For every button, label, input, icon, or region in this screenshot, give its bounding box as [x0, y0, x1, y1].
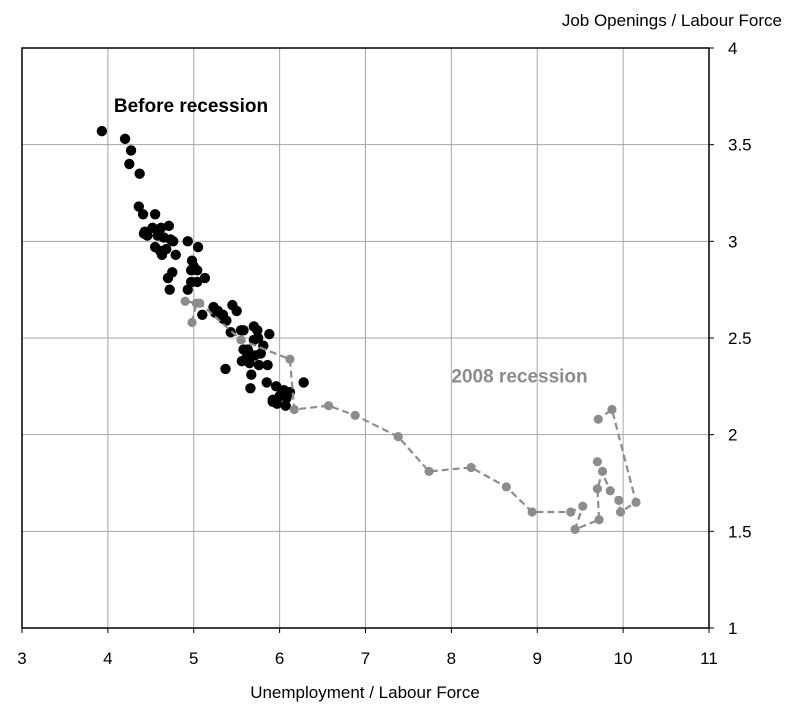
- data-point: [185, 276, 197, 288]
- data-point: [124, 158, 135, 170]
- data-point: [119, 133, 131, 145]
- data-point: [164, 284, 175, 295]
- data-point: [501, 482, 511, 492]
- data-point: [248, 334, 260, 346]
- data-point: [238, 325, 249, 336]
- x-tick-label: 10: [614, 649, 633, 668]
- x-tick-label: 4: [103, 649, 112, 668]
- x-tick-label: 9: [533, 649, 542, 668]
- data-point: [220, 363, 231, 375]
- data-point: [236, 335, 246, 345]
- y-tick-label: 2.5: [728, 329, 752, 348]
- y-tick-label: 2: [728, 426, 737, 445]
- data-point: [212, 305, 223, 317]
- data-point: [253, 359, 265, 371]
- data-point: [244, 357, 255, 369]
- x-tick-label: 6: [275, 649, 284, 668]
- data-point: [593, 414, 603, 424]
- y-tick-label: 1.5: [728, 522, 752, 541]
- data-point: [133, 201, 144, 212]
- data-point: [197, 309, 208, 320]
- series-before-recession: [96, 125, 309, 411]
- y-tick-label: 1: [728, 619, 737, 638]
- data-point: [195, 298, 205, 308]
- data-point: [142, 230, 153, 241]
- data-point: [605, 486, 615, 496]
- data-point: [298, 377, 309, 388]
- data-point: [262, 359, 273, 371]
- series-recession-2008: [180, 296, 641, 535]
- data-point: [597, 466, 608, 476]
- data-point: [182, 236, 193, 247]
- annotation-before-recession: Before recession: [114, 96, 268, 117]
- data-point: [323, 401, 334, 411]
- data-point: [264, 328, 275, 340]
- data-point: [592, 484, 602, 494]
- data-point: [134, 168, 145, 179]
- data-point: [170, 249, 181, 261]
- data-point: [96, 125, 108, 137]
- data-point: [527, 507, 537, 517]
- data-point: [281, 392, 292, 404]
- data-series: [96, 125, 641, 535]
- data-point: [245, 383, 256, 394]
- data-point: [246, 369, 257, 380]
- data-point: [137, 209, 149, 220]
- data-point: [466, 462, 476, 473]
- data-point: [424, 466, 434, 476]
- data-point: [199, 272, 211, 284]
- data-point: [350, 410, 360, 420]
- data-point: [393, 432, 403, 442]
- data-point: [252, 325, 263, 336]
- data-point: [285, 354, 295, 364]
- data-point: [570, 524, 580, 535]
- data-point: [607, 404, 617, 415]
- data-point: [155, 222, 167, 233]
- data-point: [255, 348, 266, 359]
- x-tick-label: 8: [447, 649, 456, 668]
- data-point: [231, 305, 242, 317]
- data-point: [592, 457, 602, 467]
- data-point: [280, 400, 291, 411]
- data-point: [192, 241, 204, 253]
- data-point: [125, 145, 137, 156]
- data-point: [289, 404, 299, 415]
- data-point: [238, 344, 249, 355]
- data-point: [270, 381, 282, 392]
- data-point: [225, 327, 236, 338]
- data-point: [261, 377, 272, 388]
- data-point: [149, 209, 161, 220]
- data-point: [631, 497, 641, 507]
- data-point: [156, 249, 168, 261]
- data-point: [182, 284, 193, 295]
- data-point: [165, 234, 176, 245]
- data-point: [594, 515, 604, 525]
- annotations: Before recession 2008 recession: [114, 96, 588, 388]
- data-point: [578, 501, 588, 511]
- y-tick-label: 4: [728, 39, 737, 58]
- y-axis-title: Job Openings / Labour Force: [562, 11, 782, 30]
- data-point: [566, 507, 576, 517]
- y-tick-label: 3: [728, 232, 737, 251]
- data-point: [162, 272, 174, 284]
- data-point: [614, 495, 624, 505]
- data-point: [615, 507, 626, 517]
- data-point: [147, 222, 158, 233]
- x-tick-label: 3: [17, 649, 26, 668]
- annotation-2008-recession: 2008 recession: [451, 366, 587, 387]
- y-tick-label: 3.5: [728, 136, 752, 155]
- gridlines: [22, 48, 709, 628]
- x-tick-label: 5: [189, 649, 198, 668]
- data-point: [271, 398, 283, 409]
- data-point: [217, 313, 229, 324]
- x-tick-label: 11: [700, 649, 718, 668]
- data-point: [180, 296, 190, 306]
- data-point: [191, 265, 203, 276]
- x-tick-label: 7: [361, 649, 370, 668]
- data-point: [187, 317, 197, 328]
- x-axis-title: Unemployment / Labour Force: [250, 683, 480, 702]
